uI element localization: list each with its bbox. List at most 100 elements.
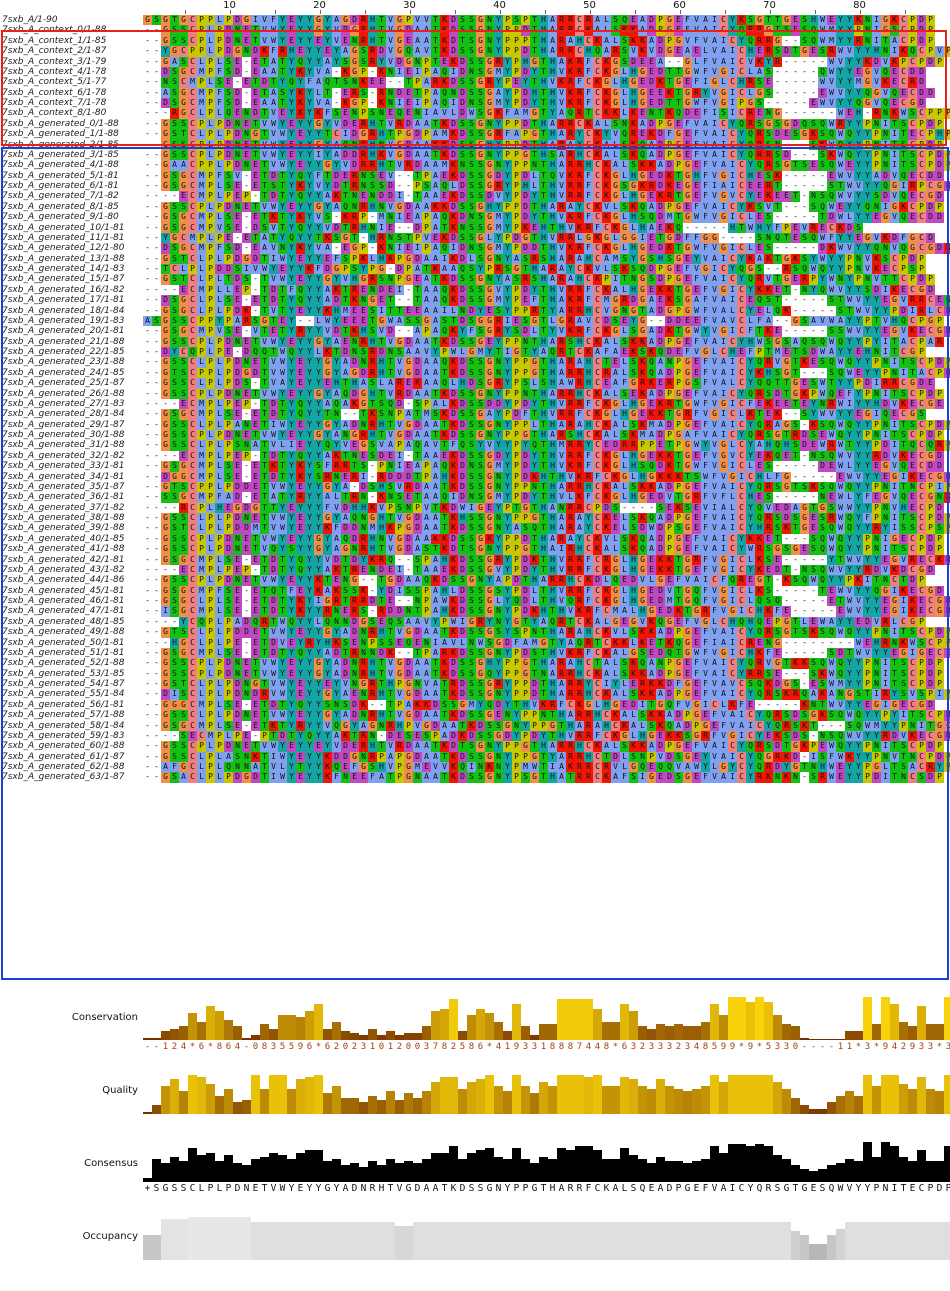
sequence-name[interactable]: 7sxb_A_generated_56/1-81 xyxy=(0,700,142,710)
sequence-name[interactable]: 7sxb_A_generated_41/1-88 xyxy=(0,544,142,554)
sequence-name[interactable]: 7sxb_A_generated_62/1-88 xyxy=(0,762,142,772)
sequence-name[interactable]: 7sxb_A_generated_14/1-83 xyxy=(0,264,142,274)
sequence-name[interactable]: 7sxb_A_generated_27/1-83 xyxy=(0,399,142,409)
sequence-name[interactable]: 7sxb_A_generated_47/1-81 xyxy=(0,606,142,616)
sequence-name[interactable]: 7sxb_A_generated_10/1-81 xyxy=(0,223,142,233)
sequence-name[interactable]: 7sxb_A_generated_1/1-88 xyxy=(0,129,142,139)
sequence-name[interactable]: 7sxb_A_context_6/1-78 xyxy=(0,88,142,98)
sequence-name[interactable]: 7sxb_A_generated_42/1-81 xyxy=(0,555,142,565)
sequence-name[interactable]: 7sxb_A_context_0/1-88 xyxy=(0,25,142,35)
sequence-name[interactable]: 7sxb_A_generated_8/1-85 xyxy=(0,202,142,212)
sequence-name[interactable]: 7sxb_A_generated_53/1-85 xyxy=(0,669,142,679)
sequence-name[interactable]: 7sxb_A_context_2/1-87 xyxy=(0,46,142,56)
sequence-name[interactable]: 7sxb_A_generated_21/1-88 xyxy=(0,337,142,347)
sequence-name[interactable]: 7sxb_A_generated_49/1-88 xyxy=(0,627,142,637)
sequence-name[interactable]: 7sxb_A_generated_24/1-85 xyxy=(0,368,142,378)
sequence-name[interactable]: 7sxb_A_generated_20/1-81 xyxy=(0,326,142,336)
sequence-name[interactable]: 7sxb_A_generated_57/1-88 xyxy=(0,710,142,720)
sequence-name[interactable]: 7sxb_A_context_3/1-79 xyxy=(0,57,142,67)
sequence-name[interactable]: 7sxb_A_generated_48/1-85 xyxy=(0,617,142,627)
sequence-name[interactable]: 7sxb_A_generated_4/1-88 xyxy=(0,160,142,170)
sequence-name[interactable]: 7sxb_A_generated_52/1-88 xyxy=(0,658,142,668)
sequence-name[interactable]: 7sxb_A_generated_45/1-81 xyxy=(0,586,142,596)
sequence-name[interactable]: 7sxb_A_generated_46/1-81 xyxy=(0,596,142,606)
sequence-name[interactable]: 7sxb_A_generated_31/1-88 xyxy=(0,440,142,450)
sequence-name[interactable]: 7sxb_A_generated_63/1-87 xyxy=(0,772,142,782)
sequence-name[interactable]: 7sxb_A_generated_28/1-84 xyxy=(0,409,142,419)
sequence-name[interactable]: 7sxb_A_generated_34/1-81 xyxy=(0,472,142,482)
sequence-name[interactable]: 7sxb_A_generated_59/1-83 xyxy=(0,731,142,741)
sequence-name[interactable]: 7sxb_A_generated_54/1-87 xyxy=(0,679,142,689)
sequence-name[interactable]: 7sxb_A_generated_50/1-81 xyxy=(0,638,142,648)
sequence-name[interactable]: 7sxb_A_generated_55/1-84 xyxy=(0,689,142,699)
sequence-name[interactable]: 7sxb_A_context_5/1-77 xyxy=(0,77,142,87)
sequence-name[interactable]: 7sxb_A_generated_26/1-88 xyxy=(0,389,142,399)
sequence-name[interactable]: 7sxb_A_generated_44/1-86 xyxy=(0,575,142,585)
sequence-name[interactable]: 7sxb_A_generated_3/1-85 xyxy=(0,150,142,160)
sequence-name[interactable]: 7sxb_A_generated_17/1-81 xyxy=(0,295,142,305)
sequence-name[interactable]: 7sxb_A_generated_37/1-82 xyxy=(0,503,142,513)
sequence-name[interactable]: 7sxb_A_generated_22/1-85 xyxy=(0,347,142,357)
sequence-name[interactable]: 7sxb_A_generated_15/1-87 xyxy=(0,274,142,284)
sequence-name[interactable]: 7sxb_A_generated_9/1-80 xyxy=(0,212,142,222)
sequence-name[interactable]: 7sxb_A_generated_35/1-87 xyxy=(0,482,142,492)
sequence-name[interactable]: 7sxb_A_generated_29/1-87 xyxy=(0,420,142,430)
sequence-name[interactable]: 7sxb_A_generated_19/1-83 xyxy=(0,316,142,326)
sequence-name[interactable]: 7sxb_A_generated_58/1-84 xyxy=(0,721,142,731)
sequence-name[interactable]: 7sxb_A_generated_18/1-84 xyxy=(0,306,142,316)
sequence-name[interactable]: 7sxb_A_generated_11/1-81 xyxy=(0,233,142,243)
sequence-name[interactable]: 7sxb_A_generated_43/1-82 xyxy=(0,565,142,575)
sequence-name[interactable]: 7sxb_A_generated_16/1-82 xyxy=(0,285,142,295)
sequence-name[interactable]: 7sxb_A_generated_38/1-88 xyxy=(0,513,142,523)
sequence-name[interactable]: 7sxb_A_generated_23/1-88 xyxy=(0,357,142,367)
sequence-name[interactable]: 7sxb_A_generated_39/1-88 xyxy=(0,523,142,533)
sequence-name[interactable]: 7sxb_A_context_8/1-80 xyxy=(0,108,142,118)
sequence-name[interactable]: 7sxb_A_generated_61/1-87 xyxy=(0,752,142,762)
